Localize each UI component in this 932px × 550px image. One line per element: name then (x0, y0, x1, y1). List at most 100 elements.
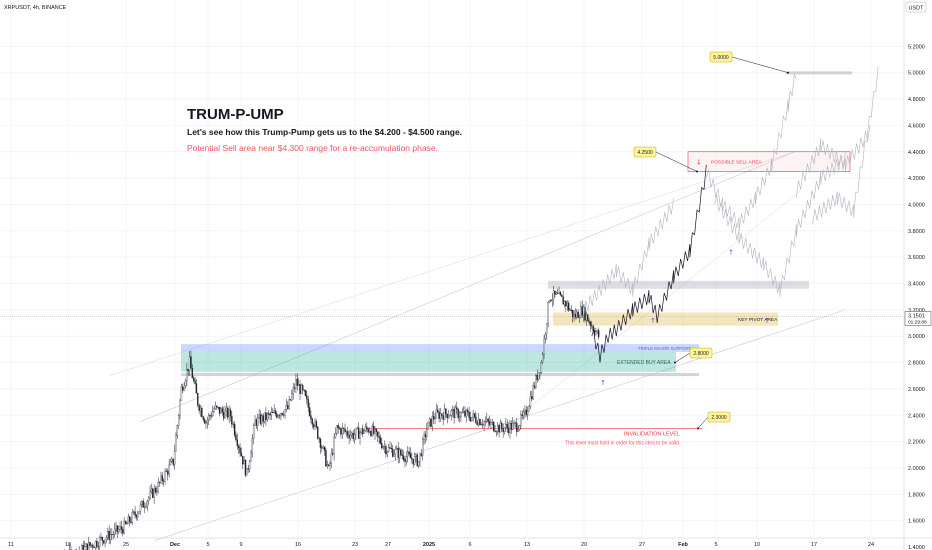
candle-body (492, 421, 495, 431)
candle-body (462, 411, 465, 413)
candle-body (202, 416, 204, 420)
candle-body (396, 447, 398, 450)
candle-body (142, 500, 144, 508)
candle-body (111, 534, 113, 536)
y-tick-label: 3.4000 (908, 282, 925, 288)
candle-body (367, 428, 369, 433)
y-tick-label: 2.2000 (908, 440, 925, 446)
candle-body (195, 383, 198, 394)
candle-body (546, 323, 548, 335)
x-tick-label: 9 (239, 542, 242, 548)
candle-body (232, 423, 234, 425)
candle-body (287, 405, 289, 409)
candle-body (595, 331, 597, 335)
currency-button[interactable] (905, 1, 927, 13)
candle-body (147, 497, 150, 502)
candle-body (589, 322, 592, 326)
candle-body (132, 511, 135, 513)
candle-body (551, 299, 553, 301)
candle-body (580, 306, 582, 318)
candle-body (585, 314, 588, 321)
candle-body (288, 399, 290, 409)
candle-body (352, 432, 354, 440)
candle-body (246, 468, 248, 476)
candle-body (222, 411, 225, 419)
candle-body (552, 290, 555, 300)
candle-body (157, 481, 159, 492)
y-tick-label: 3.0000 (908, 334, 925, 340)
candle-body (94, 540, 97, 548)
candle-body (199, 408, 202, 411)
zone-layer: POSSIBLE SELL AREA ↓ TRIPLE MAJOR SUPPORT E… (181, 71, 852, 446)
candle-body (363, 430, 365, 434)
candle-body (131, 512, 134, 523)
candle-body (566, 302, 568, 307)
up-arrow-icon: ↑ (728, 249, 734, 257)
candle-body (262, 415, 264, 422)
candle-body (483, 421, 485, 426)
candle-body (529, 396, 532, 407)
candle-body (325, 450, 327, 467)
candle-body (340, 428, 342, 435)
y-tick-label: 4.2000 (908, 176, 925, 182)
candle-body (122, 529, 124, 534)
candle-body (261, 415, 263, 424)
tag-anchor-dot (696, 170, 698, 173)
candle-body (296, 379, 299, 386)
candle-body (280, 413, 282, 417)
candle-body (321, 447, 323, 449)
candle-body (401, 454, 403, 456)
candle-body (513, 422, 515, 424)
candle-body (457, 409, 459, 419)
candle-body (452, 409, 454, 411)
candle-body (476, 422, 478, 425)
candle-body (220, 408, 222, 414)
y-tick-label: 4.0000 (908, 202, 925, 208)
candle-body (422, 439, 424, 456)
y-tick-label: 4.4000 (908, 150, 925, 156)
candle-body (119, 526, 121, 530)
candle-body (411, 457, 413, 460)
candle-body (161, 475, 164, 482)
candle-body (137, 513, 139, 518)
candle-body (464, 411, 466, 417)
price-tag-label: 2.8000 (693, 351, 709, 357)
candle-body (240, 452, 243, 457)
candle-body (547, 301, 549, 324)
candle-body (468, 411, 470, 418)
candle-body (456, 407, 458, 410)
y-tick-label: 2.6000 (908, 387, 925, 393)
candle-body (408, 451, 410, 455)
candle-body (227, 407, 229, 418)
candle-body (393, 454, 395, 457)
x-tick-label: 27 (639, 542, 645, 548)
candle-body (356, 427, 358, 429)
candle-body (187, 369, 189, 372)
candle-body (258, 414, 260, 418)
candle-body (177, 415, 180, 426)
sell-zone (687, 151, 851, 172)
candle-body (165, 470, 168, 472)
candle-body (491, 421, 493, 423)
candle-body (124, 521, 127, 524)
x-tick-label: 6 (468, 542, 471, 548)
candle-body (577, 311, 579, 318)
candle-body (300, 385, 303, 394)
candle-body (353, 434, 356, 440)
candle-body (188, 356, 191, 372)
grid-layer (0, 45, 904, 548)
candle-body (272, 412, 274, 414)
candle-body (540, 362, 543, 373)
candle-body (409, 453, 412, 459)
candle-body (224, 410, 226, 419)
candle-body (517, 429, 519, 432)
candle-body (344, 428, 346, 432)
candle-body (342, 427, 345, 430)
candle-body (502, 428, 504, 432)
candle-body (154, 488, 157, 493)
candle-body (265, 412, 267, 420)
price-tag (707, 411, 731, 423)
candle-body (183, 385, 185, 391)
price-tag-label: 5.0000 (713, 55, 729, 61)
candle-body (574, 314, 577, 318)
